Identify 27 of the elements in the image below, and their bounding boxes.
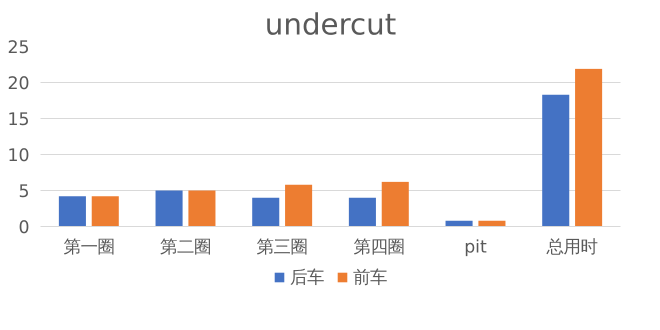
bar <box>188 190 216 226</box>
y-tick-label: 10 <box>7 146 30 166</box>
y-tick-label: 0 <box>18 218 30 238</box>
x-tick-label: 第一圈 <box>63 238 114 258</box>
bar <box>382 182 409 226</box>
y-tick-label: 20 <box>7 74 30 94</box>
x-tick-label: 总用时 <box>546 238 598 258</box>
bar <box>446 220 473 226</box>
x-tick-label: 第二圈 <box>160 238 211 258</box>
y-tick-label: 5 <box>18 182 30 202</box>
bar <box>285 184 312 226</box>
bar <box>252 198 280 226</box>
bar <box>92 196 119 226</box>
chart-title: undercut <box>264 8 396 42</box>
legend-label: 后车 <box>290 267 324 289</box>
y-tick-label: 15 <box>7 110 30 130</box>
y-tick-label: 25 <box>7 38 30 58</box>
x-tick-label: pit <box>464 238 488 258</box>
bar <box>156 190 183 226</box>
x-tick-label: 第三圈 <box>256 238 308 258</box>
legend-label: 前车 <box>353 267 387 289</box>
bar <box>348 198 376 226</box>
x-tick-label: 第四圈 <box>353 238 404 258</box>
bar <box>542 94 570 226</box>
bar <box>575 68 602 226</box>
bar <box>58 196 86 226</box>
bar <box>478 220 506 226</box>
